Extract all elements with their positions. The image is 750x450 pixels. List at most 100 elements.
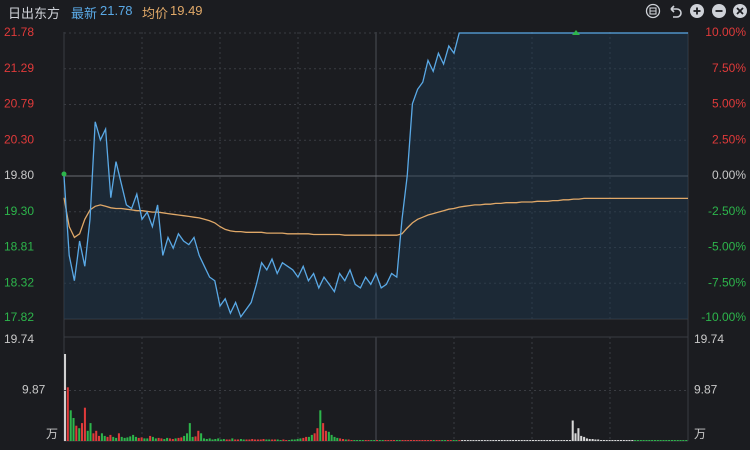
volume-bar bbox=[160, 438, 163, 441]
volume-bar bbox=[89, 423, 92, 441]
volume-bar bbox=[205, 439, 208, 441]
volume-bar bbox=[129, 436, 132, 441]
volume-bar bbox=[540, 440, 543, 441]
volume-bar bbox=[324, 430, 327, 441]
volume-bar bbox=[353, 440, 356, 441]
volume-bar bbox=[424, 440, 427, 441]
volume-bar bbox=[171, 439, 174, 441]
y-tick-label-right: 2.50% bbox=[712, 132, 746, 146]
volume-bar bbox=[415, 440, 418, 441]
volume-bar bbox=[302, 437, 305, 441]
undo-icon[interactable] bbox=[667, 3, 683, 19]
volume-bar bbox=[72, 418, 75, 441]
volume-bar bbox=[342, 439, 345, 441]
volume-bar bbox=[256, 439, 259, 441]
volume-bar bbox=[585, 438, 588, 441]
volume-bar bbox=[515, 440, 518, 441]
y-tick-label-left: 18.81 bbox=[4, 240, 34, 254]
zoom-in-icon[interactable] bbox=[689, 3, 705, 19]
volume-bar bbox=[512, 440, 515, 441]
volume-bar bbox=[98, 435, 101, 441]
vol-tick-left-max: 19.74 bbox=[4, 332, 34, 346]
volume-bar bbox=[183, 435, 186, 441]
volume-bar bbox=[679, 440, 682, 441]
volume-bar bbox=[259, 439, 262, 441]
close-icon[interactable] bbox=[732, 3, 748, 19]
volume-bar bbox=[461, 440, 464, 441]
vol-unit-right: 万 bbox=[694, 427, 706, 441]
volume-bar bbox=[222, 439, 225, 441]
volume-bar bbox=[378, 440, 381, 441]
volume-bar bbox=[115, 437, 118, 441]
y-tick-label-left: 21.29 bbox=[4, 61, 34, 75]
volume-bar bbox=[566, 440, 569, 441]
volume-bar bbox=[126, 437, 129, 441]
volume-bar bbox=[282, 439, 285, 441]
volume-bar bbox=[208, 438, 211, 441]
volume-bar bbox=[248, 439, 251, 441]
y-tick-label-left: 20.79 bbox=[4, 97, 34, 111]
vol-tick-left-mid: 9.87 bbox=[22, 383, 46, 397]
volume-bar bbox=[356, 440, 359, 441]
volume-bar bbox=[273, 439, 276, 441]
volume-bar bbox=[106, 436, 109, 441]
volume-bar bbox=[134, 436, 137, 441]
volume-bar bbox=[231, 438, 234, 441]
volume-bar bbox=[651, 440, 654, 441]
volume-bar bbox=[268, 439, 271, 441]
volume-bar bbox=[656, 440, 659, 441]
y-tick-label-right: -7.50% bbox=[708, 275, 746, 289]
volume-bar bbox=[220, 439, 223, 441]
volume-bar bbox=[117, 433, 120, 441]
volume-bar bbox=[265, 439, 268, 441]
volume-bar bbox=[591, 439, 594, 441]
y-tick-label-right: -2.50% bbox=[708, 204, 746, 218]
volume-bar bbox=[452, 440, 455, 441]
volume-bar bbox=[526, 440, 529, 441]
volume-bar bbox=[154, 438, 157, 441]
volume-bar bbox=[685, 440, 688, 441]
volume-bar bbox=[237, 439, 240, 441]
settings-icon[interactable] bbox=[645, 3, 661, 19]
y-tick-label-right: 10.00% bbox=[705, 25, 746, 39]
volume-bar bbox=[367, 440, 370, 441]
volume-bar bbox=[271, 439, 274, 441]
volume-bar bbox=[200, 433, 203, 441]
volume-bar bbox=[313, 433, 316, 441]
volume-bar bbox=[188, 423, 191, 441]
zoom-out-icon[interactable] bbox=[711, 3, 727, 19]
volume-bar bbox=[600, 440, 603, 441]
volume-bar bbox=[137, 437, 140, 441]
volume-bar bbox=[441, 440, 444, 441]
volume-bar bbox=[339, 438, 342, 441]
volume-bar bbox=[149, 435, 152, 441]
volume-bar bbox=[112, 436, 115, 441]
volume-bar bbox=[364, 440, 367, 441]
volume-bar bbox=[78, 428, 81, 441]
volume-bar bbox=[410, 440, 413, 441]
volume-bar bbox=[398, 440, 401, 441]
volume-bar bbox=[617, 440, 620, 441]
volume-bar bbox=[568, 440, 571, 441]
volume-bar bbox=[299, 438, 302, 441]
volume-bar bbox=[347, 439, 350, 441]
volume-bar bbox=[489, 440, 492, 441]
y-tick-label-left: 19.80 bbox=[4, 168, 34, 182]
volume-bar bbox=[83, 407, 86, 441]
volume-bar bbox=[622, 440, 625, 441]
vol-unit-left: 万 bbox=[46, 427, 58, 441]
volume-bar bbox=[293, 439, 296, 441]
volume-bar bbox=[103, 435, 106, 441]
volume-bar bbox=[373, 440, 376, 441]
volume-bar bbox=[132, 434, 135, 441]
volume-bar bbox=[239, 439, 242, 441]
latest-label: 最新 bbox=[71, 6, 98, 21]
volume-bar bbox=[359, 440, 362, 441]
volume-bar bbox=[336, 437, 339, 441]
volume-bar bbox=[503, 440, 506, 441]
volume-bar bbox=[290, 439, 293, 441]
volume-bar bbox=[509, 440, 512, 441]
volume-bar bbox=[580, 435, 583, 441]
price-line bbox=[63, 32, 688, 319]
